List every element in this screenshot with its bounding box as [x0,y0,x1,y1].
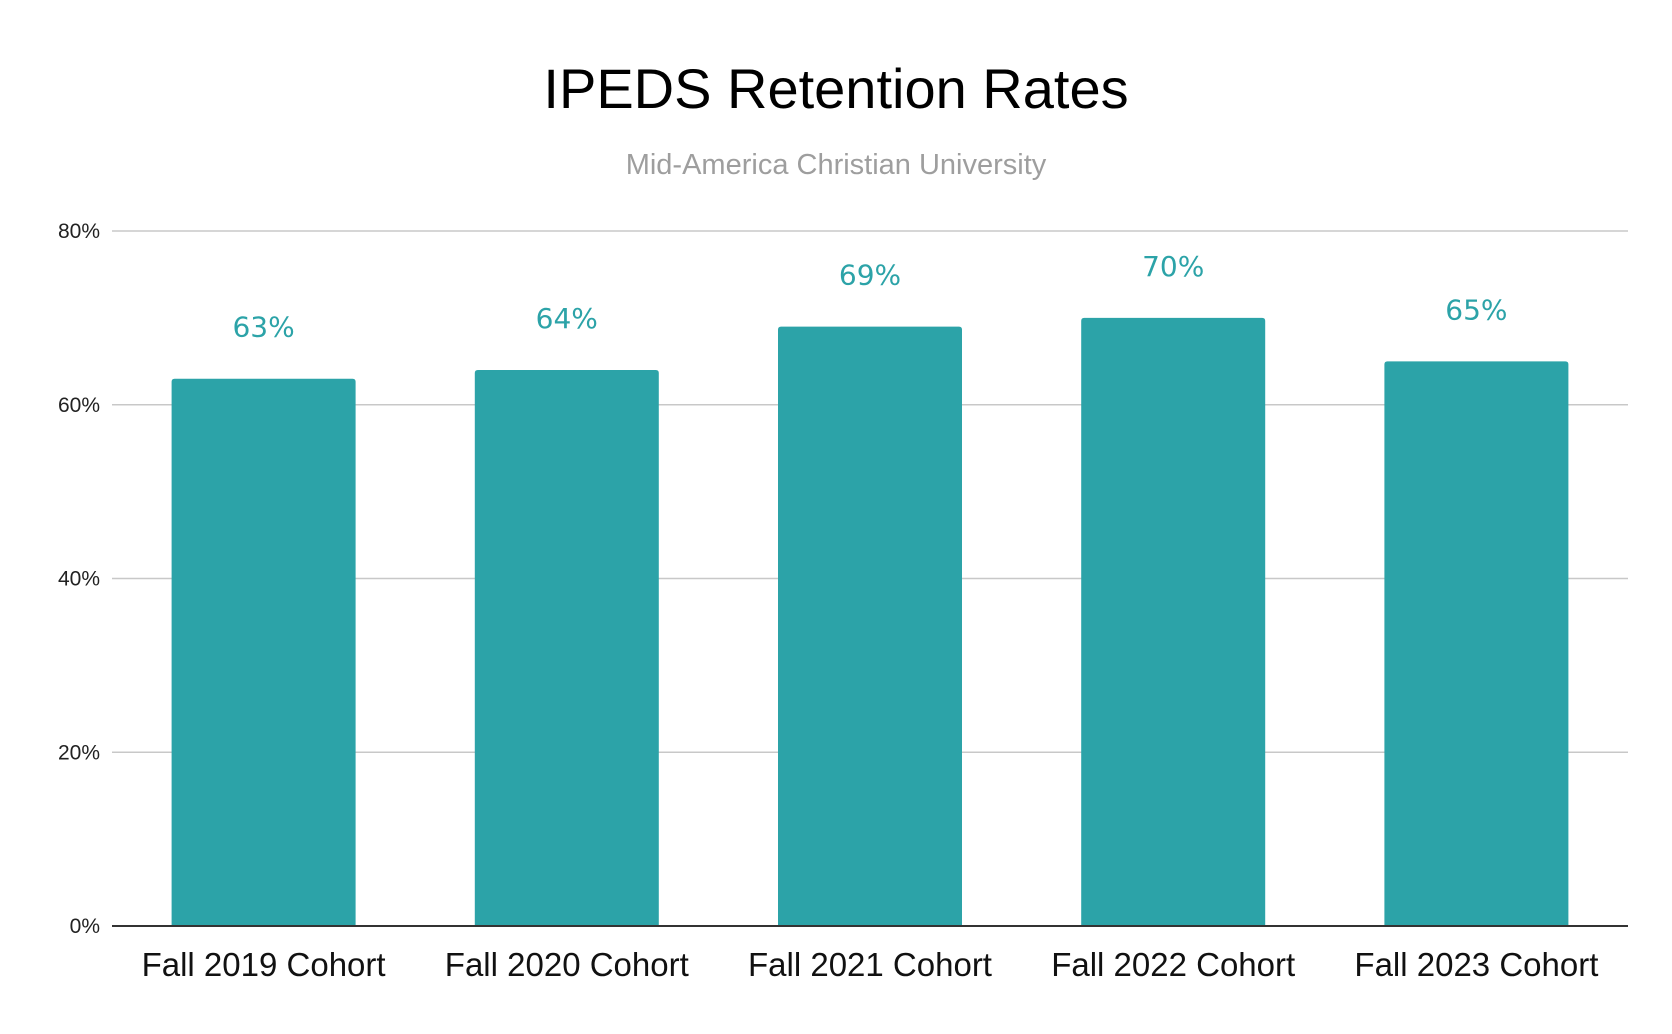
data-label: 63% [232,311,294,344]
chart-title: IPEDS Retention Rates [543,57,1128,120]
x-tick-label: Fall 2020 Cohort [445,946,689,983]
x-tick-label: Fall 2022 Cohort [1051,946,1295,983]
data-label: 65% [1445,293,1507,326]
bars [171,317,1569,926]
bar [474,370,659,926]
bar [778,326,962,926]
bar [1384,361,1569,926]
x-tick-label: Fall 2021 Cohort [748,946,992,983]
bar [1081,317,1266,926]
x-axis-ticks: Fall 2019 Cohort Fall 2020 Cohort Fall 202… [142,946,1599,983]
data-label: 69% [839,259,901,292]
bar [171,378,356,926]
x-tick-label: Fall 2019 Cohort [142,946,386,983]
data-label: 64% [536,302,598,335]
y-axis-ticks: 0% 20% 40% 60% 80% [58,220,100,938]
y-tick-label: 40% [58,568,100,591]
y-tick-label: 80% [58,220,100,243]
data-label: 70% [1142,250,1204,283]
y-tick-label: 20% [58,741,100,764]
chart-subtitle: Mid-America Christian University [626,149,1047,181]
x-tick-label: Fall 2023 Cohort [1354,946,1598,983]
data-labels: 63% 64% 69% 70% 65% [232,250,1507,344]
y-tick-label: 60% [58,394,100,417]
y-tick-label: 0% [70,915,100,938]
